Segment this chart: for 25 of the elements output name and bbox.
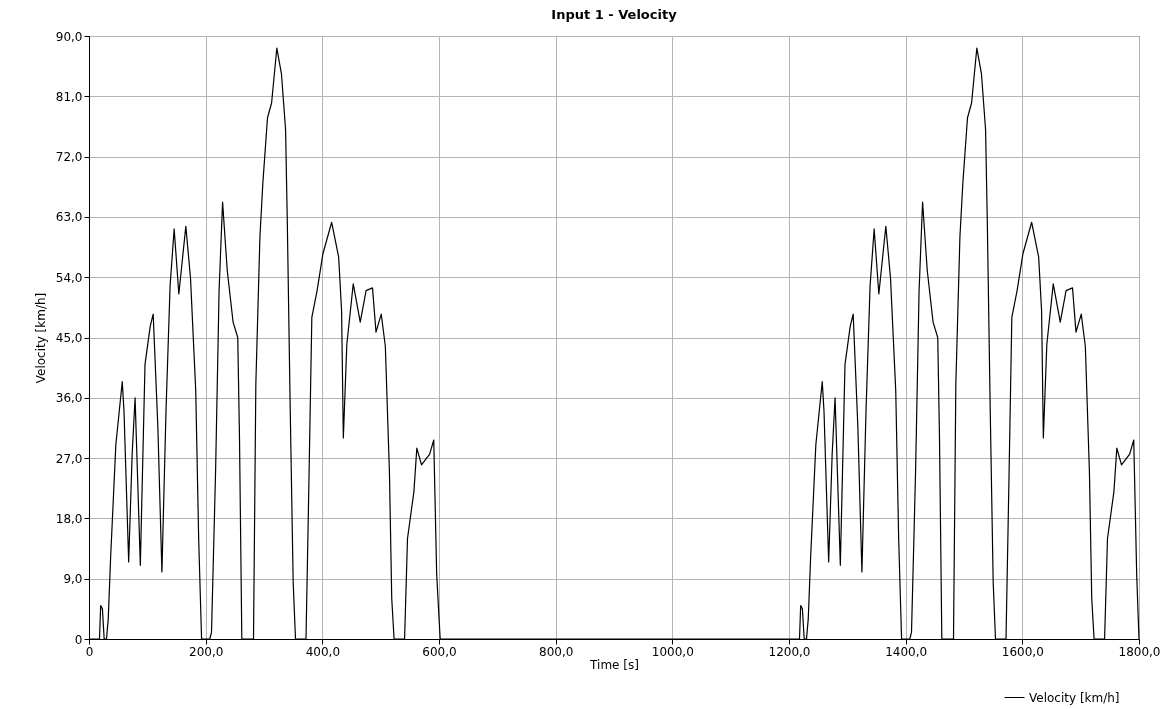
y-tick-label: 0	[74, 632, 83, 647]
y-tick-label: 18,0	[55, 511, 83, 526]
chart-title: Input 1 - Velocity	[551, 7, 678, 22]
x-tick-label: 800,0	[538, 644, 574, 659]
y-tick-label: 27,0	[55, 451, 83, 466]
legend-label: Velocity [km/h]	[1029, 690, 1120, 705]
y-tick-label: 72,0	[55, 150, 83, 165]
x-tick-label: 1000,0	[651, 644, 694, 659]
x-tick-label: 0	[85, 644, 94, 659]
y-tick-label: 36,0	[55, 391, 83, 406]
x-tick-label: 1800,0	[1118, 644, 1161, 659]
x-tick-label: 1400,0	[885, 644, 928, 659]
x-tick-label: 600,0	[422, 644, 457, 659]
y-tick-label: 63,0	[55, 210, 83, 225]
y-tick-label: 9,0	[63, 572, 83, 587]
x-tick-label: 400,0	[305, 644, 341, 659]
x-tick-label: 1200,0	[768, 644, 811, 659]
y-tick-label: 90,0	[55, 29, 83, 44]
y-tick-label: 45,0	[55, 331, 83, 345]
y-tick-label: 81,0	[55, 89, 83, 104]
y-tick-label: 54,0	[55, 270, 83, 285]
x-tick-label: 1600,0	[1001, 644, 1044, 659]
x-tick-label: 200,0	[188, 644, 224, 659]
x-axis-title: Time [s]	[589, 657, 639, 672]
y-axis-title: Velocity [km/h]	[33, 292, 48, 384]
